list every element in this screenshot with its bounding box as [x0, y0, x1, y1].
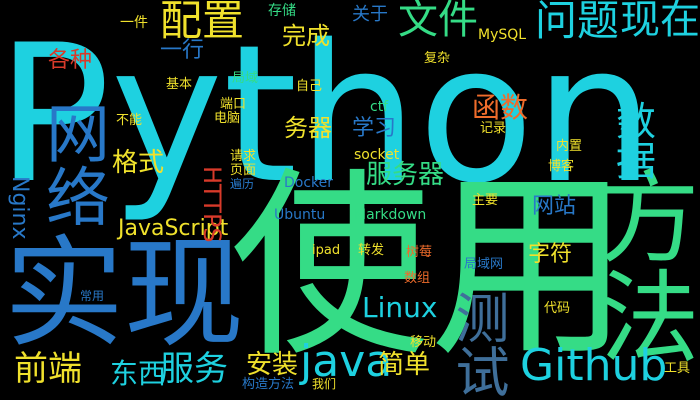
word-wenjian: 文件 [398, 0, 478, 43]
word-javascript: JavaScript [118, 216, 229, 241]
word-fangfa: 方法 [582, 165, 699, 365]
word-github: Github [520, 340, 668, 391]
word-duankou: 端口 [220, 97, 247, 112]
word-zifu: 字符 [528, 242, 573, 267]
word-buneng: 不能 [116, 113, 143, 128]
word-ziji: 自己 [296, 79, 323, 94]
word-wangluo: 网络 [35, 100, 109, 228]
word-markdown: Markdown [354, 207, 427, 223]
word-wuqi: 务器 [284, 114, 332, 142]
word-guanyu: 关于 [352, 4, 388, 25]
word-neizhi: 内置 [556, 139, 583, 154]
word-daima: 代码 [544, 301, 571, 316]
word-cunchu: 存储 [268, 3, 296, 19]
word-java: java [300, 336, 393, 387]
word-dongxi: 东西 [110, 357, 167, 390]
word-xianzai: 现在 [620, 0, 700, 43]
word-mysql: MySQL [478, 27, 527, 43]
word-ceshi: 测试 [446, 290, 509, 398]
word-juyuwang: 局域网 [464, 257, 504, 272]
word-linux: Linux [362, 291, 438, 324]
word-docker: Docker [284, 175, 334, 191]
word-fuwuqi: 服务器 [366, 160, 445, 190]
word-https: HTTPS [198, 166, 226, 243]
word-wenti: 问题 [535, 0, 620, 45]
word-peizhi: 配置 [160, 0, 245, 45]
word-wangzhan: 网站 [532, 194, 577, 219]
word-nginx: Nginx [7, 176, 32, 240]
word-geshi: 格式 [112, 148, 165, 178]
word-ipad: ipad [312, 243, 341, 258]
word-zhuanfa: 转发 [358, 243, 385, 258]
word-gezhong: 各种 [48, 48, 93, 73]
word-jiben: 基本 [166, 77, 193, 92]
word-gongju: 工具 [664, 361, 691, 376]
word-women: 我们 [312, 377, 337, 391]
word-hanshu: 函数 [472, 91, 529, 124]
word-bianli: 遍历 [230, 177, 255, 191]
word-qingqiu: 请求 [230, 149, 257, 164]
word-yemian: 页面 [230, 163, 257, 178]
word-jiandan: 简单 [378, 350, 431, 380]
word-shuju: 数据 [609, 100, 655, 180]
word-boke: 博客 [548, 159, 575, 174]
word-ctf: ctf [370, 99, 389, 115]
word-gouzaofangfa: 构造方法 [242, 377, 295, 392]
word-anzhuang: 安装 [246, 350, 299, 380]
word-wancheng: 完成 [282, 22, 330, 50]
word-qianduan: 前端 [14, 349, 82, 389]
word-ubuntu: Ubuntu [274, 207, 326, 223]
word-yijian: 一件 [120, 15, 148, 31]
word-juyu: 局域 [232, 71, 259, 86]
word-shuzu: 数组 [404, 271, 431, 286]
word-xuexi: 学习 [352, 116, 397, 141]
word-socket: socket [354, 147, 400, 163]
word-shixian: 实现 [4, 225, 244, 364]
word-fuza: 复杂 [424, 51, 451, 66]
word-diannao: 电脑 [214, 111, 241, 126]
word-shiyong: 使用 [230, 151, 631, 384]
word-yihang: 一行 [160, 38, 205, 63]
word-python: Python [0, 4, 655, 225]
word-shumei: 树莓 [406, 245, 433, 260]
word-changyong: 常用 [80, 289, 105, 303]
word-yidong: 移动 [410, 335, 437, 350]
word-fuwu: 服务 [160, 349, 228, 389]
word-zhuyao: 主要 [472, 193, 499, 208]
word-jilu: 记录 [480, 121, 507, 136]
